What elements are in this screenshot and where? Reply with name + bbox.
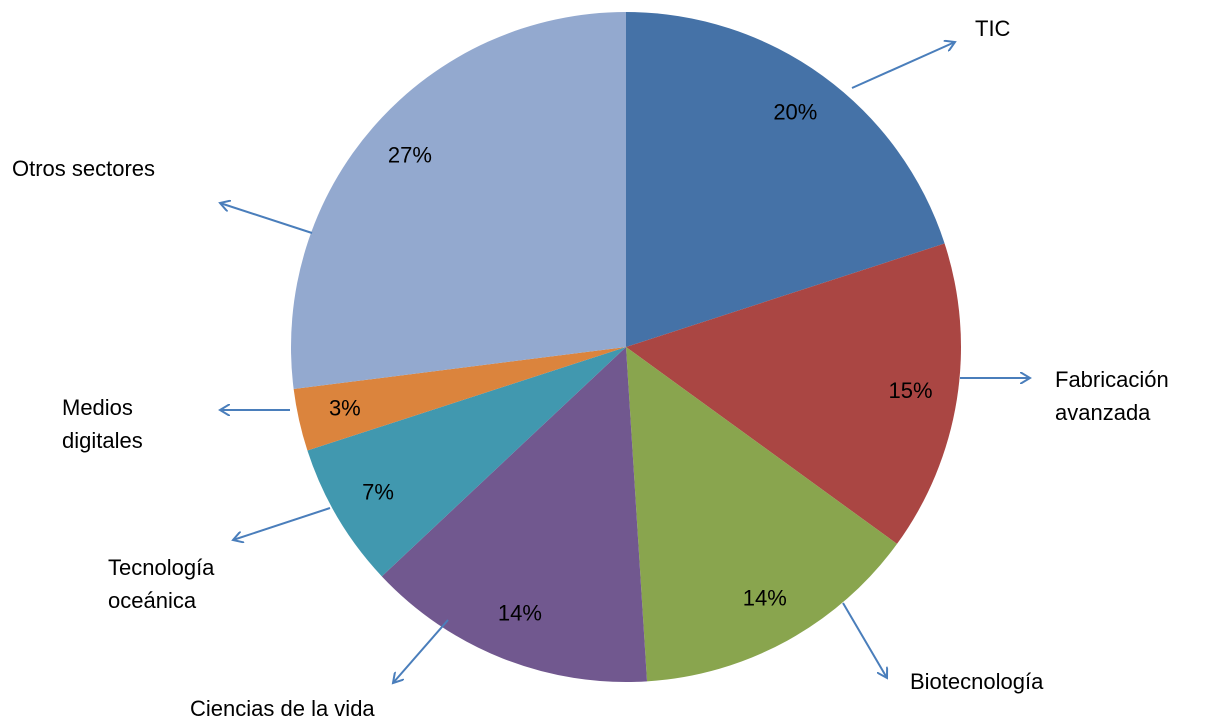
value-label: 27% xyxy=(388,142,432,167)
pie-slice xyxy=(381,347,648,682)
category-label: TIC xyxy=(975,16,1011,41)
value-label: 7% xyxy=(362,479,394,504)
value-label: 3% xyxy=(329,396,361,421)
value-label: 14% xyxy=(498,601,542,626)
category-label: Tecnología oceánica xyxy=(108,555,215,613)
category-label: Medios digitales xyxy=(62,395,143,453)
leader-arrow xyxy=(842,602,887,678)
pie-slice xyxy=(626,12,945,347)
value-label: 20% xyxy=(773,100,817,125)
category-label: Fabricación avanzada xyxy=(1055,367,1169,425)
value-label: 14% xyxy=(743,585,787,610)
leader-arrow xyxy=(220,203,313,234)
leader-arrow xyxy=(393,619,449,683)
category-label: Otros sectores xyxy=(12,156,156,181)
category-label: Ciencias de la vida xyxy=(190,696,375,721)
pie-slice xyxy=(626,243,961,544)
leader-arrow xyxy=(233,507,331,540)
category-label: Biotecnología xyxy=(910,669,1044,694)
pie-slice xyxy=(290,12,626,389)
pie-slice xyxy=(307,347,626,577)
pie-slice xyxy=(626,347,898,682)
leader-arrow xyxy=(851,42,955,89)
pie-slice xyxy=(293,347,626,451)
value-label: 15% xyxy=(889,378,933,403)
